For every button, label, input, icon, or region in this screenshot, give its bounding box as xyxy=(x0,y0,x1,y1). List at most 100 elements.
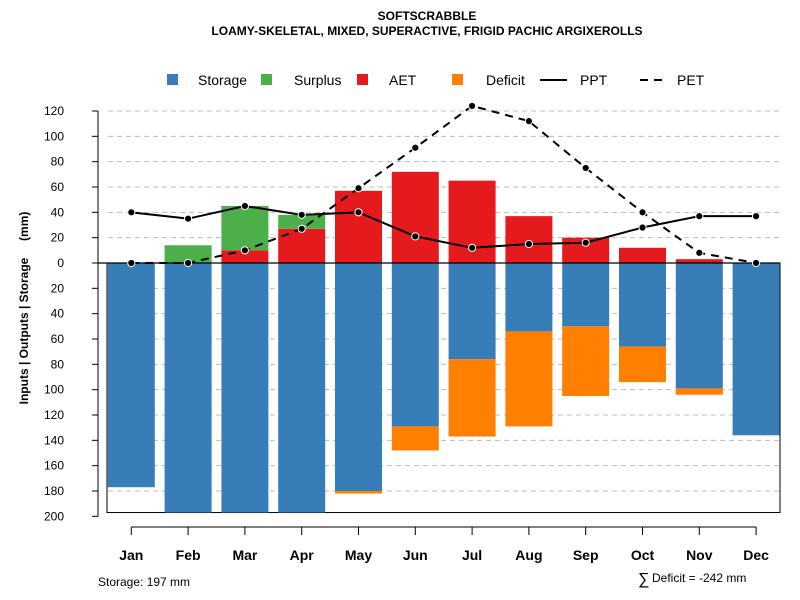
legend-swatch-aet xyxy=(357,74,368,85)
y-axis-label: Inputs | Outputs | Storage (mm) xyxy=(17,212,31,405)
storage-bar xyxy=(675,263,723,389)
storage-bar xyxy=(505,263,553,332)
legend-label-storage: Storage xyxy=(198,72,247,88)
y-tick-label: 120 xyxy=(44,104,64,118)
aet-bar xyxy=(278,228,326,263)
x-tick-label: Dec xyxy=(743,547,769,563)
x-tick-label: Apr xyxy=(290,547,315,563)
storage-bar xyxy=(278,263,326,513)
pet-point xyxy=(354,184,363,193)
ppt-point xyxy=(127,208,136,217)
y-tick-label: 80 xyxy=(51,155,65,169)
y-tick-label: 140 xyxy=(44,433,64,447)
pet-point xyxy=(184,258,193,268)
ppt-line xyxy=(131,204,757,249)
y-tick-label: 200 xyxy=(44,509,64,523)
x-tick-label: Nov xyxy=(686,547,713,563)
x-tick-label: May xyxy=(345,547,372,563)
aet-bar xyxy=(675,259,723,263)
legend: Storage Surplus AET Deficit PPT PET xyxy=(167,72,705,88)
y-tick-label: 100 xyxy=(44,129,64,143)
x-tick-label: Oct xyxy=(631,547,655,563)
legend-label-ppt: PPT xyxy=(580,72,608,88)
sum-symbol: ∑ xyxy=(638,571,649,588)
y-tick-label: 120 xyxy=(44,408,64,422)
x-tick-label: Jun xyxy=(403,547,428,563)
ppt-point xyxy=(240,201,249,211)
aet-bar xyxy=(335,190,382,263)
gridlines xyxy=(106,110,781,514)
pet-point xyxy=(581,163,590,173)
y-tick-label: 60 xyxy=(51,332,65,346)
y-tick-label: 80 xyxy=(51,357,65,371)
ppt-point xyxy=(752,212,761,221)
aet-bar xyxy=(619,247,666,263)
legend-swatch-deficit xyxy=(452,74,463,85)
aet-bar xyxy=(505,216,553,263)
pet-point xyxy=(127,258,136,268)
lines xyxy=(98,101,780,268)
y-tick-label: 60 xyxy=(51,180,65,194)
y-tick-label: 180 xyxy=(44,484,64,498)
surplus-bar xyxy=(164,245,212,263)
pet-point xyxy=(752,258,761,268)
deficit-bar xyxy=(562,326,610,397)
ppt-point xyxy=(638,223,647,232)
pet-point xyxy=(524,117,534,126)
legend-swatch-surplus xyxy=(261,74,272,85)
storage-note: Storage: 197 mm xyxy=(98,575,190,589)
surplus-bar xyxy=(221,205,269,251)
legend-label-deficit: Deficit xyxy=(486,72,525,88)
pet-point xyxy=(695,248,704,257)
pet-point xyxy=(638,208,647,217)
legend-label-surplus: Surplus xyxy=(294,72,341,88)
ppt-point xyxy=(695,212,704,221)
ppt-point xyxy=(581,238,590,247)
pet-point xyxy=(468,101,477,111)
storage-bar xyxy=(619,263,666,347)
x-tick-label: Aug xyxy=(515,547,542,563)
bars xyxy=(107,171,780,513)
pet-line xyxy=(131,104,757,264)
ppt-point xyxy=(297,210,306,219)
deficit-bar xyxy=(391,426,439,451)
legend-label-aet: AET xyxy=(389,72,417,88)
legend-label-pet: PET xyxy=(677,72,705,88)
ppt-point xyxy=(524,239,534,249)
pet-point xyxy=(240,246,249,255)
deficit-bar xyxy=(448,359,496,437)
deficit-bar xyxy=(675,388,723,395)
deficit-bar xyxy=(335,491,382,494)
chart-subtitle: LOAMY-SKELETAL, MIXED, SUPERACTIVE, FRIG… xyxy=(211,24,642,38)
y-tick-label: 100 xyxy=(44,383,64,397)
storage-bar xyxy=(732,263,780,436)
legend-swatch-storage xyxy=(167,74,178,85)
storage-bar xyxy=(391,263,439,427)
storage-bar xyxy=(164,263,212,513)
ppt-point xyxy=(468,243,477,252)
deficit-note: Deficit = -242 mm xyxy=(652,571,746,585)
pet-point xyxy=(411,143,420,152)
x-tick-label: Jan xyxy=(119,547,143,563)
ppt-point xyxy=(411,232,420,241)
y-tick-label: 40 xyxy=(51,307,65,321)
chart-title: SOFTSCRABBLE xyxy=(378,9,477,23)
x-tick-label: Mar xyxy=(232,547,257,563)
y-tick-label: 0 xyxy=(57,256,64,270)
ppt-point xyxy=(184,214,193,223)
y-tick-label: 160 xyxy=(44,459,64,473)
storage-bar xyxy=(107,263,155,488)
surplus-bar xyxy=(278,214,326,229)
x-tick-label: Feb xyxy=(176,547,201,563)
pet-point xyxy=(297,224,306,233)
deficit-bar xyxy=(505,331,553,427)
x-tick-label: Sep xyxy=(573,547,599,563)
y-tick-label: 40 xyxy=(51,205,65,219)
deficit-bar xyxy=(619,346,666,383)
storage-bar xyxy=(448,263,496,360)
axes: 1201008060402002040608010012014016018020… xyxy=(44,104,769,563)
storage-bar xyxy=(562,263,610,327)
x-tick-label: Jul xyxy=(462,547,482,563)
y-tick-label: 20 xyxy=(51,231,65,245)
